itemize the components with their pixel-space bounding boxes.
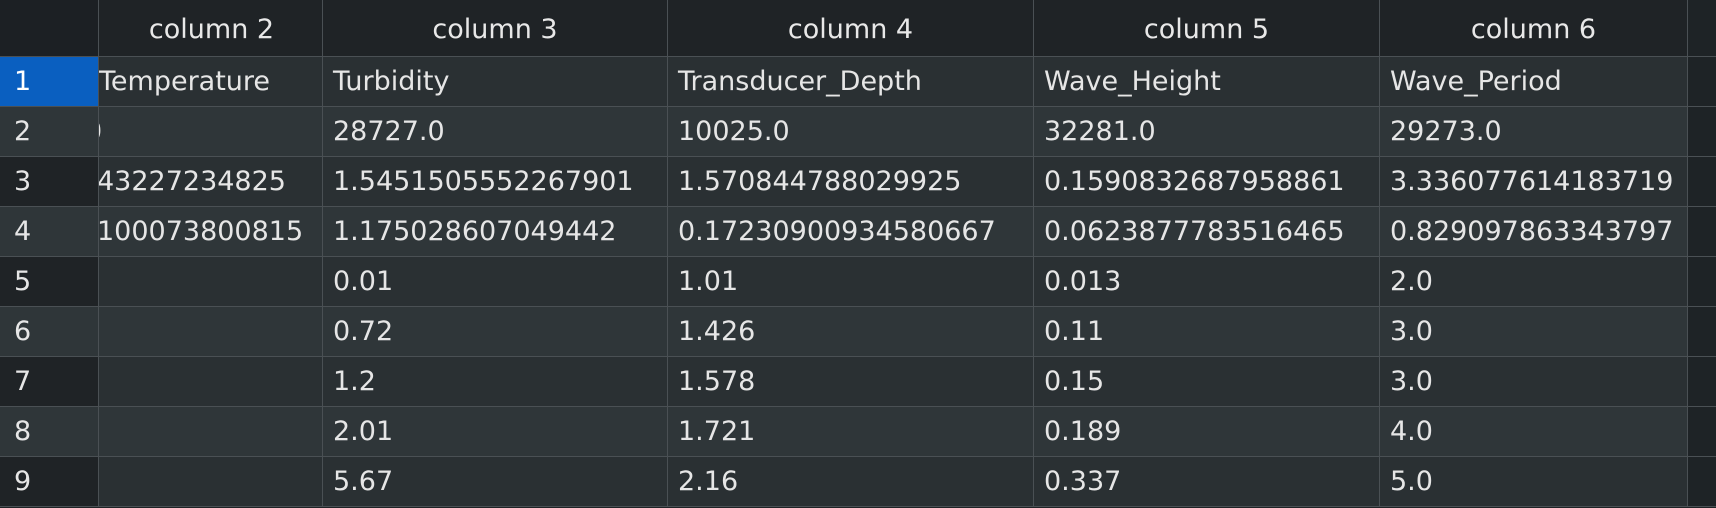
table-cell[interactable]: 0.189 <box>1034 407 1380 457</box>
table-cell[interactable]: 5.67 <box>323 457 668 507</box>
table-cell[interactable]: 1.175028607049442 <box>323 207 668 257</box>
table-cell[interactable]: 0.013 <box>1034 257 1380 307</box>
table-cell[interactable]: 1.426 <box>668 307 1034 357</box>
table-cell[interactable]: 10025.0 <box>668 107 1034 157</box>
table-cell-overflow <box>1688 57 1716 107</box>
table-cell[interactable] <box>99 407 323 457</box>
row-header-4[interactable]: 4 <box>0 207 99 257</box>
table-cell[interactable]: 0.1590832687958861 <box>1034 157 1380 207</box>
table-cell-overflow <box>1688 207 1716 257</box>
table-cell[interactable]: 2.01 <box>323 407 668 457</box>
table-cell[interactable]: Transducer_Depth <box>668 57 1034 107</box>
table-cell[interactable]: 3.0 <box>1380 357 1688 407</box>
table-cell[interactable] <box>99 357 323 407</box>
row-header-1[interactable]: 1 <box>0 57 99 107</box>
column-header-5[interactable]: column 5 <box>1034 0 1380 57</box>
row-header-6[interactable]: 6 <box>0 307 99 357</box>
column-header-overflow <box>1688 0 1716 57</box>
table-cell[interactable]: 0.72 <box>323 307 668 357</box>
table-cell[interactable]: 1.570844788029925 <box>668 157 1034 207</box>
table-cell[interactable]: Wave_Height <box>1034 57 1380 107</box>
table-cell[interactable]: 1.578 <box>668 357 1034 407</box>
table-cell[interactable]: 0.17230900934580667 <box>668 207 1034 257</box>
table-cell-overflow <box>1688 457 1716 507</box>
row-header-2[interactable]: 2 <box>0 107 99 157</box>
table-cell[interactable]: 0 <box>99 107 323 157</box>
row-header-7[interactable]: 7 <box>0 357 99 407</box>
table-cell-overflow <box>1688 357 1716 407</box>
table-cell[interactable]: 0.15 <box>1034 357 1380 407</box>
column-header-row: column 2 column 3 column 4 column 5 colu… <box>0 0 1716 57</box>
table-cell[interactable]: 32281.0 <box>1034 107 1380 157</box>
row-header-9[interactable]: 9 <box>0 457 99 507</box>
table-cell[interactable]: 28727.0 <box>323 107 668 157</box>
table-cell[interactable] <box>99 307 323 357</box>
table-cell-overflow <box>1688 307 1716 357</box>
table-cell[interactable]: 2.16 <box>668 457 1034 507</box>
table-cell[interactable]: 0.829097863343797 <box>1380 207 1688 257</box>
table-cell[interactable]: 1.5451505552267901 <box>323 157 668 207</box>
table-cell[interactable]: 1.2 <box>323 357 668 407</box>
table-cell[interactable]: 3.0 <box>1380 307 1688 357</box>
row-header-3[interactable]: 3 <box>0 157 99 207</box>
corner-cell[interactable] <box>0 0 99 57</box>
column-header-4[interactable]: column 4 <box>668 0 1034 57</box>
column-header-3[interactable]: column 3 <box>323 0 668 57</box>
table-cell[interactable] <box>99 457 323 507</box>
table-cell[interactable]: 0.0623877783516465 <box>1034 207 1380 257</box>
table-cell[interactable]: Turbidity <box>323 57 668 107</box>
table-cell[interactable]: 0.337 <box>1034 457 1380 507</box>
row-header-8[interactable]: 8 <box>0 407 99 457</box>
table-cell[interactable] <box>99 257 323 307</box>
table-cell[interactable]: 3.336077614183719 <box>1380 157 1688 207</box>
table-cell[interactable]: Temperature <box>99 57 323 107</box>
table-cell[interactable]: 2.0 <box>1380 257 1688 307</box>
table-cell-overflow <box>1688 407 1716 457</box>
table-cell[interactable]: 5.0 <box>1380 457 1688 507</box>
table-cell-overflow <box>1688 257 1716 307</box>
row-header-5[interactable]: 5 <box>0 257 99 307</box>
table-cell[interactable]: 29273.0 <box>1380 107 1688 157</box>
table-cell[interactable]: Wave_Period <box>1380 57 1688 107</box>
table-cell-overflow <box>1688 157 1716 207</box>
table-cell-overflow <box>1688 107 1716 157</box>
table-cell[interactable]: 0.01 <box>323 257 668 307</box>
table-cell[interactable]: 1.721 <box>668 407 1034 457</box>
table-cell[interactable]: 100073800815 <box>99 207 323 257</box>
table-cell[interactable]: 0.11 <box>1034 307 1380 357</box>
table-cell[interactable]: 43227234825 <box>99 157 323 207</box>
table-cell[interactable]: 1.01 <box>668 257 1034 307</box>
table-cell[interactable]: 4.0 <box>1380 407 1688 457</box>
column-header-6[interactable]: column 6 <box>1380 0 1688 57</box>
column-header-2[interactable]: column 2 <box>99 0 323 57</box>
